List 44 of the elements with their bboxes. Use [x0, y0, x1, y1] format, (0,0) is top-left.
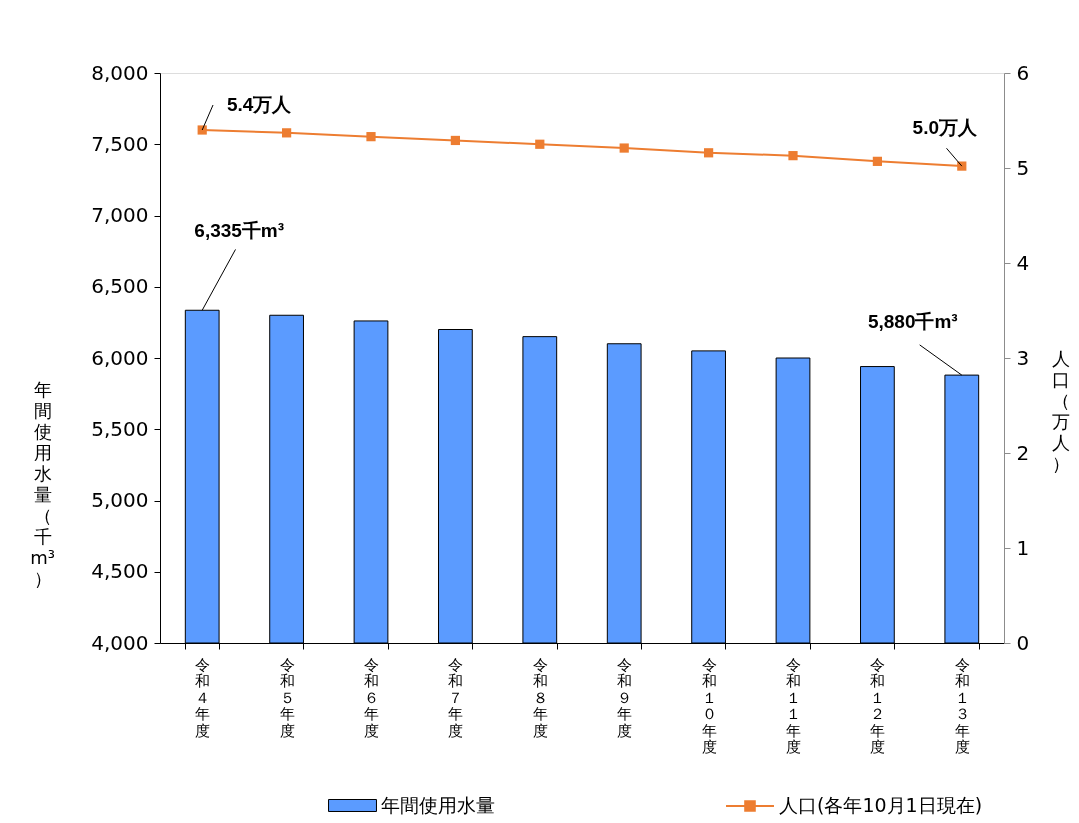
- y-tick-label: 7,500: [91, 131, 149, 156]
- y-tick-label: 4,000: [91, 630, 149, 655]
- text: 年間使用水量（千m³）: [30, 378, 55, 589]
- legend-label: 人口(各年10月1日現在): [779, 794, 983, 816]
- y-tick-label: 8,000: [91, 60, 149, 85]
- y2-tick-label: 4: [1016, 250, 1030, 275]
- y2-axis-title: 人口（万人）: [1051, 347, 1070, 474]
- x-tick-label: 令和８年度: [532, 655, 548, 740]
- y-tick-label: 4,500: [91, 559, 149, 584]
- point: [957, 161, 967, 171]
- data-label: 6,335千m³: [194, 220, 285, 242]
- y2-tick-label: 6: [1016, 60, 1030, 85]
- x-tick-label: 令和１１年度: [786, 655, 801, 756]
- x-tick-label: 令和１０年度: [701, 655, 717, 756]
- y-tick-label: 7,000: [91, 203, 149, 227]
- x-tick-label: 令和９年度: [617, 655, 633, 740]
- x-tick-label: 令和６年度: [364, 655, 379, 740]
- point: [366, 132, 376, 142]
- y2-tick-label: 3: [1016, 345, 1030, 370]
- y-tick-label: 6,000: [91, 345, 149, 370]
- data-label: 5,880千m³: [867, 311, 958, 333]
- point: [450, 135, 461, 146]
- data-label: 5.4万人: [226, 94, 293, 115]
- point: [872, 156, 883, 166]
- y2-tick-label: 0: [1016, 630, 1030, 655]
- x-tick-label: 令和５年度: [279, 655, 295, 740]
- legend-label: 年間使用水量: [381, 793, 495, 816]
- point: [281, 128, 292, 138]
- y-tick-label: 6,500: [91, 274, 149, 299]
- x-tick-label: 令和４年度: [195, 655, 211, 740]
- y2-tick-label: 5: [1016, 155, 1030, 180]
- y-tick-label: 5,000: [91, 488, 149, 512]
- data-label: 5.0万人: [912, 117, 978, 139]
- y2-tick-label: 2: [1016, 440, 1030, 465]
- point: [788, 151, 798, 161]
- x-tick-label: 令和１３年度: [954, 655, 970, 756]
- point: [619, 143, 629, 153]
- x-tick-label: 令和１２年度: [870, 655, 886, 756]
- y2-tick-label: 1: [1016, 535, 1030, 560]
- point: [535, 139, 545, 149]
- x-tick-label: 令和７年度: [448, 655, 464, 740]
- y-tick-label: 5,500: [91, 416, 149, 441]
- point: [703, 148, 714, 158]
- point: [197, 125, 207, 135]
